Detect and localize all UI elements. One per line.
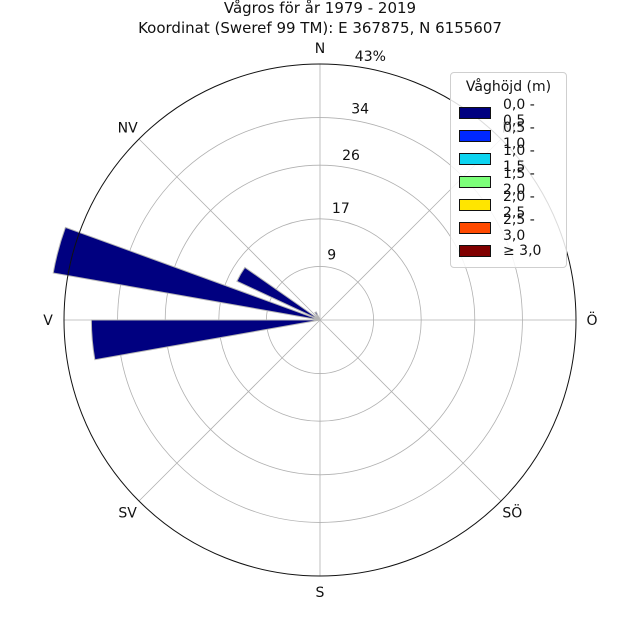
direction-label: S [316, 585, 325, 601]
legend-swatch [459, 152, 491, 165]
grid-spoke [138, 138, 321, 321]
outer-ring [63, 63, 577, 577]
legend-label: 0,0 - 0,5 [503, 96, 535, 129]
legend-item: 0,0 - 0,5 [459, 97, 558, 129]
radial-tick-label: 34 [351, 101, 369, 117]
chart-subtitle: Koordinat (Sweref 99 TM): E 367875, N 61… [138, 19, 502, 37]
direction-label: SÖ [502, 503, 522, 521]
rose-bar [90, 319, 321, 361]
legend-swatch [459, 175, 491, 188]
legend-swatch [459, 221, 491, 234]
legend-items: 0,0 - 0,5 0,5 - 1,0 1,0 - 1,5 1,5 - 2,0 2,0 … [459, 97, 558, 262]
legend-item: ≥ 3,0 [459, 239, 558, 262]
legend-label: 0,5 - 1,0 [503, 119, 535, 152]
chart-title: Vågros för år 1979 - 2019 [223, 0, 417, 17]
legend-swatch [459, 106, 491, 119]
rose-bar [314, 311, 321, 321]
legend-label: 1,0 - 1,5 [503, 142, 535, 175]
radial-tick-label: 17 [332, 201, 350, 217]
legend-item: 2,0 - 2,5 [459, 189, 558, 221]
rose-bars [52, 226, 321, 361]
legend-swatch [459, 129, 491, 142]
grid-spoke [319, 319, 502, 502]
radial-tick-label: 9 [327, 248, 336, 264]
legend-item: 1,5 - 2,0 [459, 166, 558, 198]
grid-spoke [138, 319, 321, 502]
legend-label: ≥ 3,0 [503, 242, 542, 259]
legend-title: Våghöjd (m) [465, 79, 552, 95]
direction-label: Ö [586, 311, 597, 329]
radial-tick-label: 26 [342, 148, 360, 164]
radial-tick-label: 43% [355, 49, 386, 65]
legend: Våghöjd (m) 0,0 - 0,5 0,5 - 1,0 1,0 - 1,5 1… [450, 72, 567, 268]
legend-label: 2,0 - 2,5 [503, 188, 535, 221]
direction-label: N [315, 41, 325, 57]
legend-item: 1,0 - 1,5 [459, 143, 558, 175]
legend-item: 2,5 - 3,0 [459, 212, 558, 244]
axis-labels: NNOÖSÖSSVVNV917263443% [43, 41, 597, 601]
direction-label: NV [118, 121, 138, 137]
rose-bar [52, 226, 321, 321]
direction-label: V [43, 313, 53, 329]
rose-bar [236, 266, 321, 321]
direction-label: SV [118, 505, 137, 521]
legend-item: 0,5 - 1,0 [459, 120, 558, 152]
legend-swatch [459, 244, 491, 257]
legend-label: 1,5 - 2,0 [503, 165, 535, 198]
legend-label: 2,5 - 3,0 [503, 211, 535, 244]
legend-swatch [459, 198, 491, 211]
